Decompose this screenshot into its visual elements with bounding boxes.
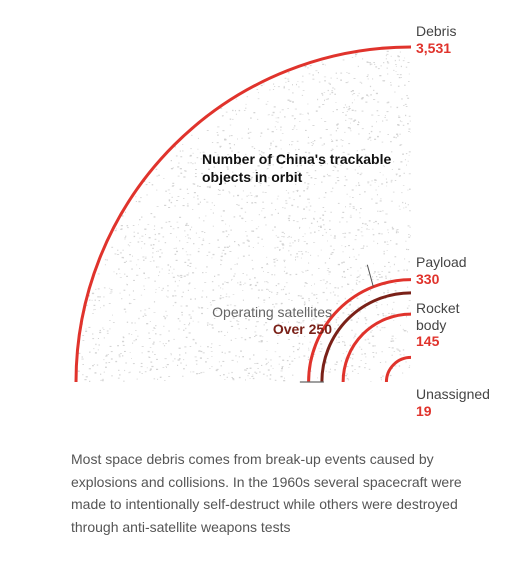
- arc-payload: [307, 278, 412, 383]
- value-rocket-body: 145: [416, 333, 440, 349]
- label-payload: Payload: [416, 254, 467, 270]
- value-payload: 330: [416, 271, 440, 287]
- label-debris: Debris: [416, 23, 456, 39]
- label-rocket-body-line-2: body: [416, 317, 446, 333]
- chart-title-line-2: objects in orbit: [202, 169, 303, 185]
- label-operating-satellites: Operating satellites: [212, 304, 332, 320]
- label-unassigned: Unassigned: [416, 386, 490, 402]
- chart-title-line-1: Number of China's trackable: [202, 151, 391, 167]
- arc-debris: [74, 45, 412, 383]
- debris-texture: [76, 47, 411, 382]
- value-operating-satellites: Over 250: [273, 321, 332, 337]
- caption: Most space debris comes from break-up ev…: [71, 451, 462, 535]
- debris-chart: Number of China's trackable objects in o…: [74, 23, 490, 419]
- label-rocket-body-line-1: Rocket: [416, 300, 460, 316]
- arc-rocket-body: [341, 312, 412, 383]
- arc-unassigned: [384, 355, 412, 383]
- payload-leader-line: [366, 264, 374, 287]
- value-unassigned: 19: [416, 403, 432, 419]
- arc-operating-satellites: [320, 291, 412, 383]
- value-debris: 3,531: [416, 40, 451, 56]
